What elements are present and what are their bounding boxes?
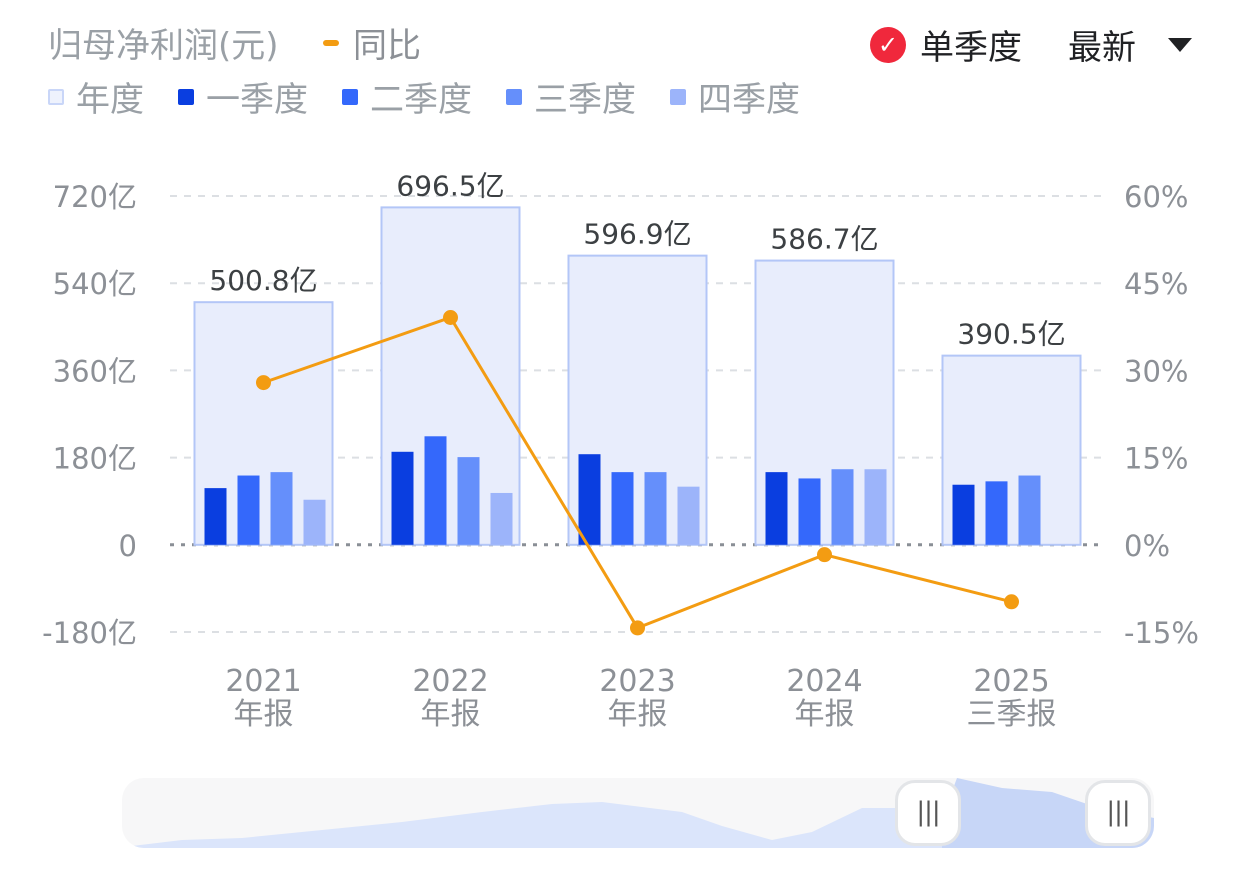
quarter-bar-1 bbox=[391, 451, 414, 545]
yoy-point bbox=[443, 309, 458, 325]
navigator-right-handle[interactable]: ||| bbox=[1085, 780, 1151, 846]
quarter-bar-4 bbox=[677, 486, 700, 545]
legend-swatch bbox=[670, 88, 686, 105]
x-category-period: 年报 bbox=[795, 697, 855, 732]
quarter-bar-1 bbox=[765, 472, 788, 545]
legend-label: 年度 bbox=[76, 80, 144, 120]
x-category-year: 2021 bbox=[225, 664, 301, 699]
annual-value-label: 696.5亿 bbox=[396, 169, 504, 202]
chart-title: 归母净利润(元) bbox=[48, 26, 279, 66]
quarter-bar-2 bbox=[237, 475, 260, 545]
quarter-bar-1 bbox=[204, 488, 227, 545]
yoy-point bbox=[817, 547, 832, 563]
caret-down-icon bbox=[1168, 37, 1192, 52]
legend-label: 二季度 bbox=[370, 80, 472, 120]
quarter-bar-4 bbox=[490, 492, 513, 545]
x-category-year: 2022 bbox=[412, 664, 488, 699]
period-dropdown[interactable]: 最新 bbox=[1068, 20, 1192, 69]
annual-value-label: 390.5亿 bbox=[957, 318, 1065, 351]
legend-item-q1[interactable]: 一季度 bbox=[178, 72, 308, 121]
y-right-tick-label: -15% bbox=[1124, 616, 1199, 650]
annual-value-label: 586.7亿 bbox=[770, 223, 878, 256]
series-legend: 年度 一季度 二季度 三季度 四季度 bbox=[48, 72, 834, 121]
quarter-bar-3 bbox=[1018, 475, 1041, 545]
x-category-period: 年报 bbox=[608, 697, 668, 732]
legend-item-q4[interactable]: 四季度 bbox=[670, 72, 800, 121]
x-category-year: 2025 bbox=[973, 664, 1049, 699]
yoy-line-swatch bbox=[323, 39, 339, 46]
quarter-bar-1 bbox=[952, 484, 975, 545]
y-left-tick-label: 360亿 bbox=[53, 354, 137, 388]
y-left-tick-label: 720亿 bbox=[53, 180, 137, 214]
y-right-tick-label: 0% bbox=[1124, 529, 1170, 563]
x-category-period: 年报 bbox=[421, 697, 481, 732]
legend-label: 一季度 bbox=[206, 80, 308, 120]
annual-value-label: 596.9亿 bbox=[583, 218, 691, 251]
legend-swatch bbox=[342, 88, 358, 105]
y-right-tick-label: 45% bbox=[1124, 267, 1188, 301]
quarter-bar-2 bbox=[798, 478, 821, 545]
legend-item-annual[interactable]: 年度 bbox=[48, 72, 144, 121]
x-category-year: 2024 bbox=[786, 664, 862, 699]
y-left-tick-label: -180亿 bbox=[42, 616, 137, 650]
period-dropdown-label: 最新 bbox=[1068, 28, 1136, 68]
legend-label: 三季度 bbox=[534, 80, 636, 120]
range-navigator[interactable] bbox=[122, 778, 1154, 848]
yoy-point bbox=[1004, 594, 1019, 610]
yoy-point bbox=[256, 375, 271, 391]
quarter-bar-3 bbox=[831, 469, 854, 545]
quarter-bar-3 bbox=[644, 472, 667, 545]
single-quarter-toggle[interactable]: ✓ 单季度 bbox=[870, 20, 1022, 69]
y-left-tick-label: 540亿 bbox=[53, 267, 137, 301]
legend-label: 四季度 bbox=[698, 80, 800, 120]
x-category-period: 年报 bbox=[234, 697, 294, 732]
legend-swatch bbox=[48, 88, 64, 105]
navigator-left-handle[interactable]: ||| bbox=[895, 780, 961, 846]
quarter-bar-1 bbox=[578, 454, 601, 545]
legend-item-q2[interactable]: 二季度 bbox=[342, 72, 472, 121]
quarter-bar-3 bbox=[270, 472, 293, 545]
quarter-bar-4 bbox=[303, 499, 326, 545]
quarter-bar-2 bbox=[611, 472, 634, 545]
quarter-bar-2 bbox=[424, 436, 447, 545]
navigator-overview-area bbox=[122, 778, 1154, 848]
quarter-bar-3 bbox=[457, 457, 480, 545]
legend-item-q3[interactable]: 三季度 bbox=[506, 72, 636, 121]
y-right-tick-label: 15% bbox=[1124, 442, 1188, 476]
y-left-tick-label: 0 bbox=[119, 529, 137, 563]
legend-swatch bbox=[506, 88, 522, 105]
x-category-year: 2023 bbox=[599, 664, 675, 699]
annual-value-label: 500.8亿 bbox=[209, 264, 317, 297]
single-quarter-label: 单季度 bbox=[920, 28, 1022, 68]
chart-header: 归母净利润(元) 同比 ✓ 单季度 最新 bbox=[48, 18, 1208, 68]
x-category-period: 三季报 bbox=[967, 697, 1057, 732]
y-right-tick-label: 60% bbox=[1124, 180, 1188, 214]
yoy-legend[interactable]: 同比 bbox=[323, 18, 421, 67]
yoy-legend-label: 同比 bbox=[353, 26, 421, 66]
quarter-bar-2 bbox=[985, 481, 1008, 545]
y-left-tick-label: 180亿 bbox=[53, 442, 137, 476]
yoy-point bbox=[630, 620, 645, 636]
quarter-bar-4 bbox=[864, 469, 887, 545]
check-icon: ✓ bbox=[870, 26, 906, 63]
y-right-tick-label: 30% bbox=[1124, 354, 1188, 388]
legend-swatch bbox=[178, 88, 194, 105]
